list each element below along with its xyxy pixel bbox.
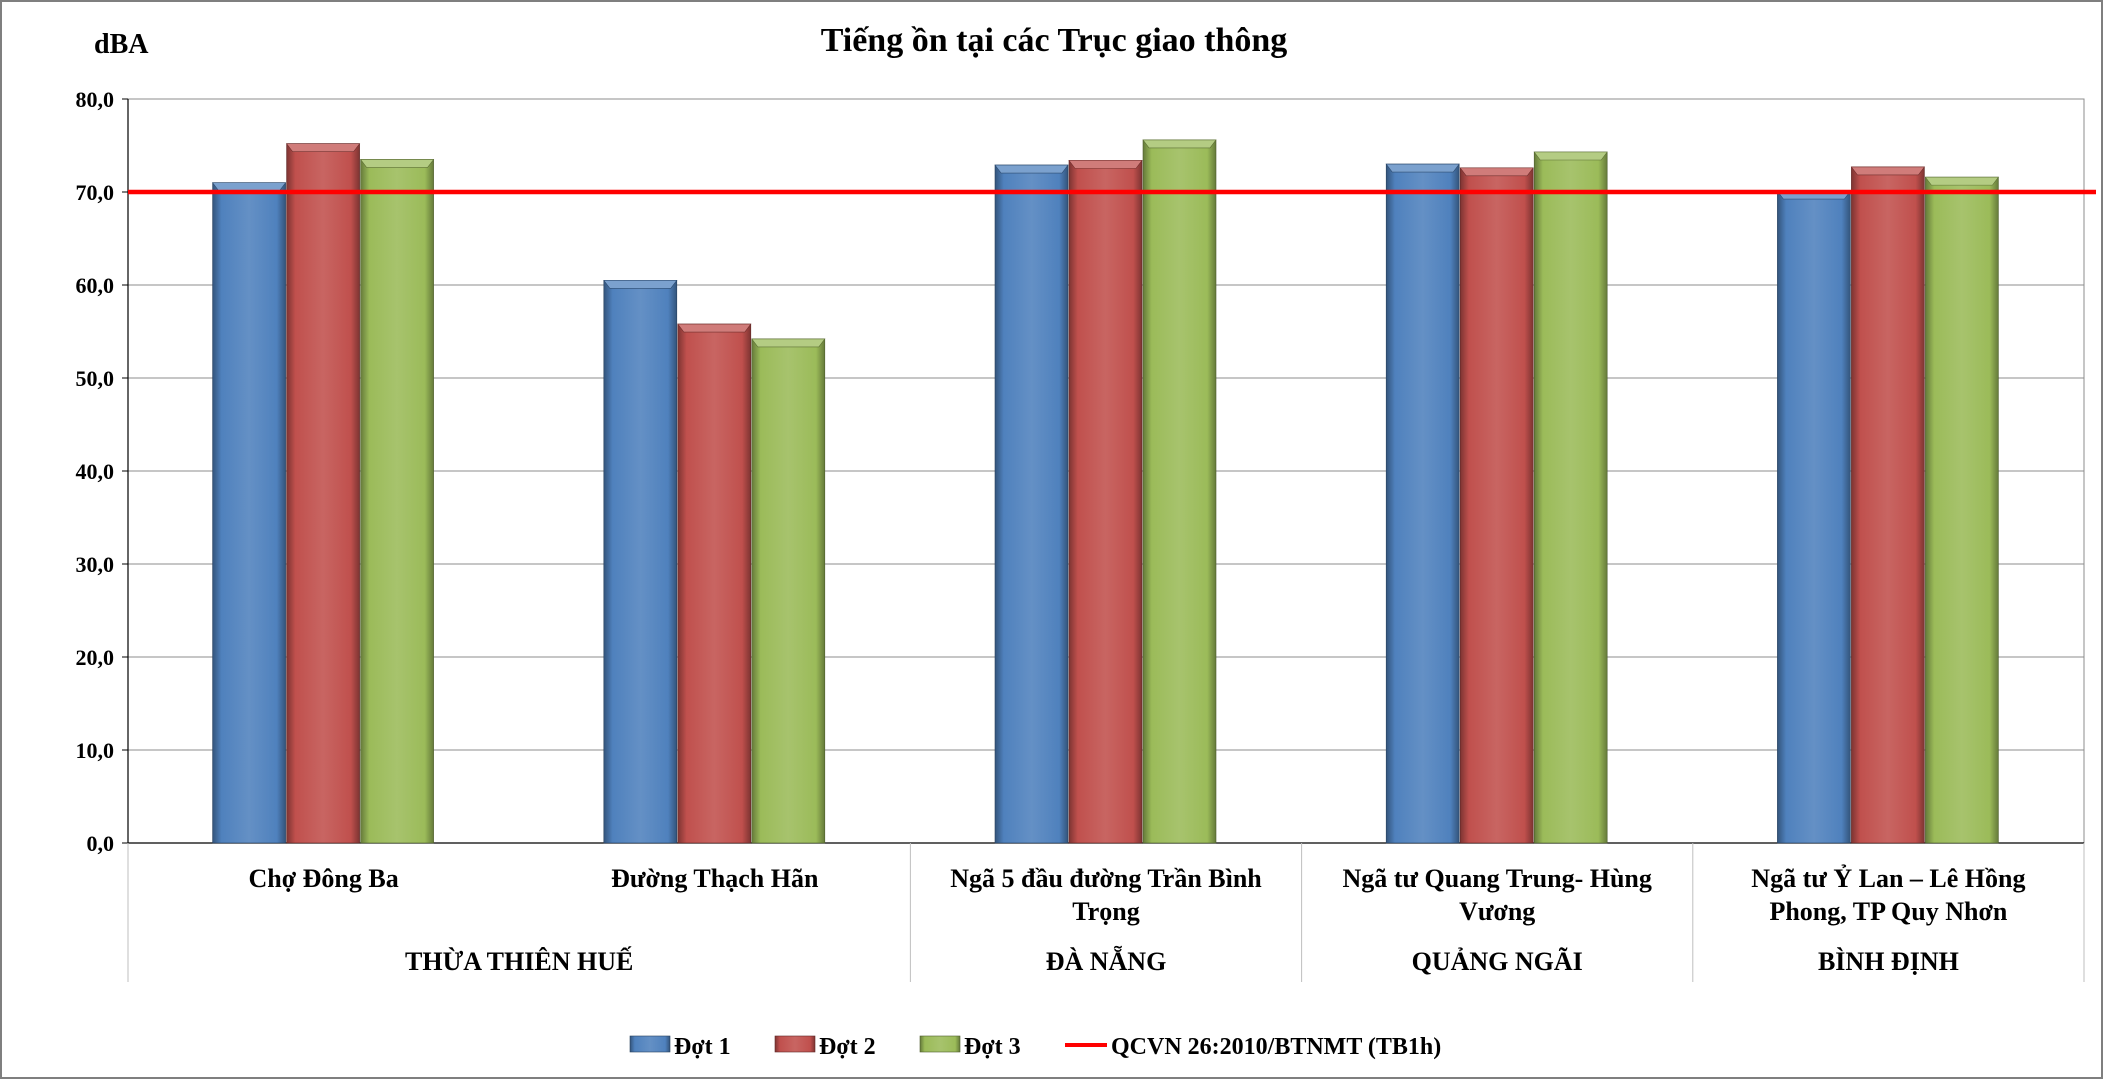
x-category-label: Phong, TP Quy Nhơn (1769, 897, 2007, 926)
bar-cap (360, 159, 435, 168)
x-group-label: THỪA THIÊN HUẾ (405, 947, 633, 976)
y-axis-label: dBA (94, 29, 149, 60)
bar-cap (1533, 151, 1608, 161)
x-category-label: Trọng (1072, 897, 1139, 926)
legend-label: QCVN 26:2010/BTNMT (TB1h) (1111, 1034, 1441, 1060)
y-tick-label: 60,0 (76, 273, 115, 298)
legend-label: Đợt 2 (819, 1034, 876, 1060)
bar-cap (677, 323, 752, 333)
bar (212, 182, 286, 844)
x-category-label: Ngã 5 đầu đường Trần Bình (950, 864, 1262, 893)
x-category-label: Ngã tư Ỷ Lan – Lê Hồng (1751, 864, 2025, 893)
y-tick-label: 30,0 (76, 552, 115, 577)
bar (286, 143, 360, 844)
y-tick-label: 0,0 (87, 831, 115, 856)
bar (603, 280, 678, 844)
x-group-label: BÌNH ĐỊNH (1818, 947, 1959, 976)
bar-cap (1142, 139, 1217, 149)
bar-cap (286, 143, 361, 152)
bar-cap (994, 164, 1069, 174)
y-tick-label: 20,0 (76, 645, 115, 670)
bar-cap (1850, 166, 1926, 176)
bar (677, 323, 752, 844)
bar (1851, 166, 1925, 844)
y-tick-label: 50,0 (76, 366, 115, 391)
bar (1925, 176, 1999, 844)
legend-swatch (629, 1035, 671, 1053)
bar-cap (751, 338, 826, 348)
x-category-label: Đường Thạch Hãn (611, 864, 819, 893)
bar (1142, 139, 1217, 844)
y-tick-label: 80,0 (76, 87, 115, 112)
legend-label: Đợt 3 (964, 1034, 1021, 1060)
bar (1385, 163, 1460, 844)
x-category-label: Vương (1459, 897, 1535, 926)
bar (994, 164, 1069, 844)
bar (1533, 151, 1608, 844)
y-tick-label: 40,0 (76, 459, 115, 484)
chart-title: Tiếng ồn tại các Trục giao thông (821, 22, 1288, 59)
y-tick-label: 70,0 (76, 180, 115, 205)
x-group-label: QUẢNG NGÃI (1412, 947, 1583, 976)
legend-label: Đợt 1 (674, 1034, 731, 1060)
bar (1459, 167, 1534, 844)
x-group-label: ĐÀ NẴNG (1046, 946, 1167, 976)
legend-swatch (774, 1035, 816, 1053)
legend-swatch (919, 1035, 961, 1053)
bar-cap (1459, 167, 1534, 177)
bar-cap (603, 280, 678, 289)
bar (1068, 160, 1143, 844)
bar-cap (212, 182, 287, 191)
x-category-label: Ngã tư Quang Trung- Hùng (1343, 864, 1652, 893)
x-category-label: Chợ Đông Ba (248, 864, 398, 893)
bar (360, 159, 434, 844)
bar-cap (1068, 160, 1143, 169)
bar-cap (1924, 176, 2000, 186)
bar-cap (1385, 163, 1460, 173)
bar (1777, 190, 1851, 844)
bar (751, 338, 826, 844)
y-tick-label: 10,0 (76, 738, 115, 763)
